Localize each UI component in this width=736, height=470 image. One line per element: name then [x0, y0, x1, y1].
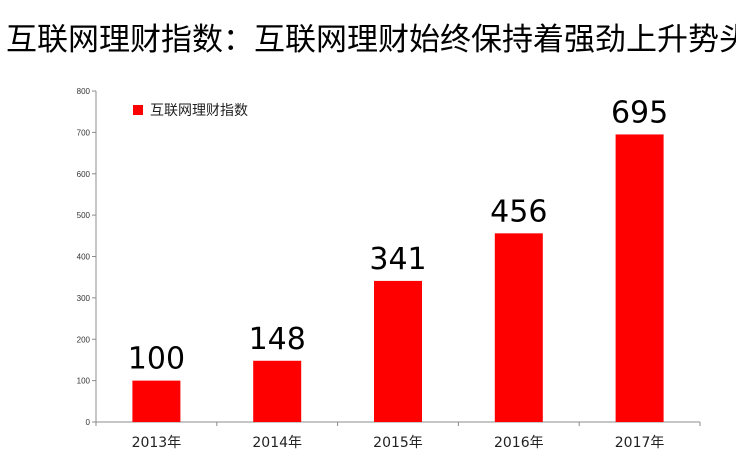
y-tick-label: 0 — [86, 418, 91, 427]
legend-label: 互联网理财指数 — [150, 103, 248, 119]
bar — [494, 233, 543, 422]
bars — [132, 134, 664, 422]
data-labels: 100 148 341 456 695 — [128, 95, 668, 376]
bar — [132, 380, 181, 422]
legend: 互联网理财指数 — [133, 103, 248, 119]
y-tick-label: 400 — [77, 253, 91, 262]
legend-swatch — [133, 105, 143, 115]
data-label: 695 — [611, 95, 668, 130]
y-tick-label: 700 — [77, 128, 91, 137]
y-tick-label: 600 — [77, 170, 91, 179]
x-tick-label: 2014年 — [252, 435, 302, 451]
bar — [374, 280, 422, 422]
data-label: 100 — [128, 342, 185, 377]
x-tick-label: 2017年 — [615, 435, 665, 451]
bar — [615, 134, 664, 422]
x-tick-label: 2016年 — [494, 435, 544, 451]
y-tick-label: 500 — [77, 211, 91, 220]
data-label: 148 — [249, 322, 306, 357]
x-tick-label: 2015年 — [373, 435, 423, 451]
y-tick-label: 300 — [77, 294, 91, 303]
x-tick-label: 2013年 — [132, 435, 182, 451]
bar — [253, 360, 302, 422]
data-label: 341 — [369, 242, 426, 277]
data-label: 456 — [490, 194, 547, 229]
y-tick-label: 100 — [77, 377, 91, 386]
y-tick-label: 800 — [77, 87, 91, 96]
y-tick-label: 200 — [77, 335, 91, 344]
chart-title: 互联网理财指数：互联网理财始终保持着强劲上升势头 — [6, 22, 736, 58]
